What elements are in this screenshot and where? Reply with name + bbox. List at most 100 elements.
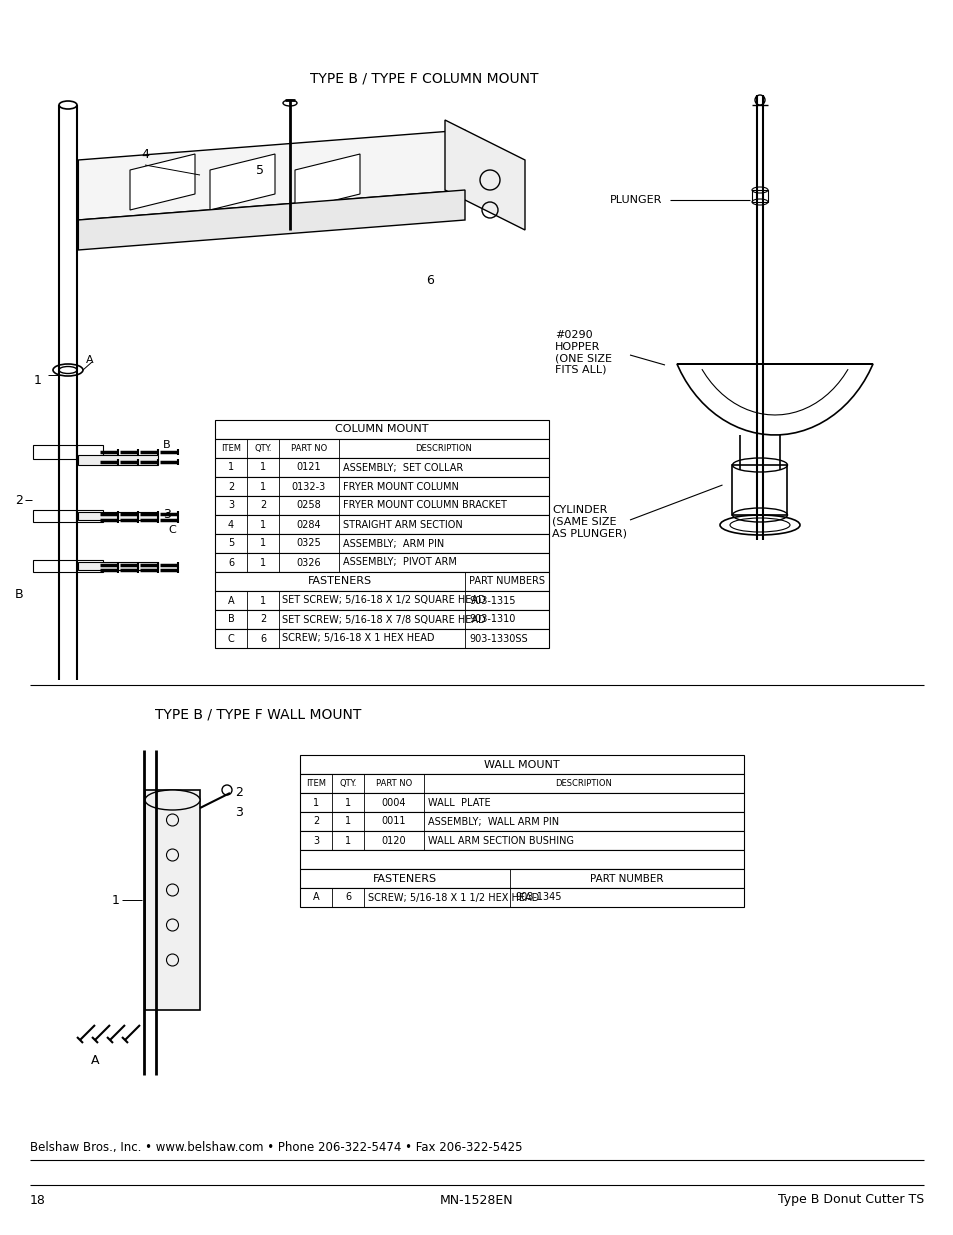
Polygon shape bbox=[677, 364, 872, 435]
Bar bbox=[33, 510, 103, 522]
Text: ASSEMBLY;  WALL ARM PIN: ASSEMBLY; WALL ARM PIN bbox=[428, 816, 558, 826]
Text: 1: 1 bbox=[34, 373, 42, 387]
Bar bbox=[214, 477, 548, 496]
Text: 1: 1 bbox=[345, 816, 351, 826]
Text: 18: 18 bbox=[30, 1193, 46, 1207]
Text: 3: 3 bbox=[313, 836, 318, 846]
Text: 1: 1 bbox=[345, 798, 351, 808]
Bar bbox=[145, 790, 200, 1010]
Text: 5: 5 bbox=[255, 163, 264, 177]
Text: 6: 6 bbox=[426, 273, 434, 287]
Bar bbox=[299, 755, 743, 774]
Text: ITEM: ITEM bbox=[221, 445, 241, 453]
Bar bbox=[299, 811, 743, 831]
Text: 1: 1 bbox=[259, 482, 266, 492]
Text: A: A bbox=[228, 595, 234, 605]
Bar bbox=[214, 592, 548, 610]
Text: TYPE B / TYPE F WALL MOUNT: TYPE B / TYPE F WALL MOUNT bbox=[154, 708, 361, 722]
Bar bbox=[78, 562, 158, 571]
Text: COLUMN MOUNT: COLUMN MOUNT bbox=[335, 425, 428, 435]
Bar bbox=[214, 438, 548, 458]
Bar bbox=[299, 869, 743, 888]
Bar bbox=[751, 190, 767, 203]
Text: 5: 5 bbox=[228, 538, 233, 548]
Text: STRAIGHT ARM SECTION: STRAIGHT ARM SECTION bbox=[343, 520, 462, 530]
Text: 0325: 0325 bbox=[296, 538, 321, 548]
Text: 903-1315: 903-1315 bbox=[469, 595, 515, 605]
Text: QTY.: QTY. bbox=[254, 445, 272, 453]
Text: 2: 2 bbox=[259, 500, 266, 510]
Text: PLUNGER: PLUNGER bbox=[609, 195, 661, 205]
Bar bbox=[33, 445, 103, 459]
Bar bbox=[78, 454, 158, 466]
Text: SET SCREW; 5/16-18 X 7/8 SQUARE HEAD: SET SCREW; 5/16-18 X 7/8 SQUARE HEAD bbox=[282, 615, 485, 625]
Bar bbox=[214, 572, 548, 592]
Text: C: C bbox=[168, 525, 175, 535]
Bar bbox=[214, 610, 548, 629]
Text: B: B bbox=[163, 440, 171, 450]
Text: PART NO: PART NO bbox=[375, 779, 412, 788]
Bar bbox=[214, 496, 548, 515]
Text: 1: 1 bbox=[345, 836, 351, 846]
Polygon shape bbox=[294, 154, 359, 210]
Text: WALL MOUNT: WALL MOUNT bbox=[484, 760, 559, 769]
Text: 0132-3: 0132-3 bbox=[292, 482, 326, 492]
Text: 0120: 0120 bbox=[381, 836, 406, 846]
Polygon shape bbox=[78, 190, 464, 249]
Text: Belshaw Bros., Inc. • www.belshaw.com • Phone 206-322-5474 • Fax 206-322-5425: Belshaw Bros., Inc. • www.belshaw.com • … bbox=[30, 1141, 522, 1155]
Text: MN-1528EN: MN-1528EN bbox=[439, 1193, 514, 1207]
Text: 903-1345: 903-1345 bbox=[515, 893, 561, 903]
Bar bbox=[214, 458, 548, 477]
Bar bbox=[299, 831, 743, 850]
Text: TYPE B / TYPE F COLUMN MOUNT: TYPE B / TYPE F COLUMN MOUNT bbox=[310, 70, 537, 85]
Text: 2: 2 bbox=[234, 787, 243, 799]
Bar bbox=[732, 466, 786, 515]
Text: 0004: 0004 bbox=[381, 798, 406, 808]
Text: 6: 6 bbox=[345, 893, 351, 903]
Text: SET SCREW; 5/16-18 X 1/2 SQUARE HEAD: SET SCREW; 5/16-18 X 1/2 SQUARE HEAD bbox=[282, 595, 485, 605]
Text: FASTENERS: FASTENERS bbox=[373, 873, 436, 883]
Text: PART NUMBERS: PART NUMBERS bbox=[469, 577, 544, 587]
Bar bbox=[214, 515, 548, 534]
Text: 0258: 0258 bbox=[296, 500, 321, 510]
Text: 4: 4 bbox=[228, 520, 233, 530]
Bar bbox=[299, 793, 743, 811]
Text: A: A bbox=[91, 1053, 99, 1067]
Text: CYLINDER
(SAME SIZE
AS PLUNGER): CYLINDER (SAME SIZE AS PLUNGER) bbox=[552, 505, 626, 538]
Bar bbox=[214, 420, 548, 438]
Text: 1: 1 bbox=[259, 462, 266, 473]
Bar bbox=[33, 559, 103, 572]
Text: 903-1330SS: 903-1330SS bbox=[469, 634, 527, 643]
Bar bbox=[214, 534, 548, 553]
Text: Type B Donut Cutter TS: Type B Donut Cutter TS bbox=[777, 1193, 923, 1207]
Text: DESCRIPTION: DESCRIPTION bbox=[416, 445, 472, 453]
Text: ASSEMBLY;  ARM PIN: ASSEMBLY; ARM PIN bbox=[343, 538, 444, 548]
Text: 4: 4 bbox=[141, 148, 149, 162]
Bar bbox=[78, 513, 158, 520]
Text: PART NO: PART NO bbox=[291, 445, 327, 453]
Polygon shape bbox=[130, 154, 194, 210]
Text: QTY.: QTY. bbox=[339, 779, 356, 788]
Text: 3: 3 bbox=[228, 500, 233, 510]
Bar bbox=[299, 888, 743, 906]
Text: 1: 1 bbox=[313, 798, 318, 808]
Text: 2: 2 bbox=[15, 494, 23, 506]
Text: 0011: 0011 bbox=[381, 816, 406, 826]
Text: ASSEMBLY;  PIVOT ARM: ASSEMBLY; PIVOT ARM bbox=[343, 557, 456, 568]
Text: 6: 6 bbox=[228, 557, 233, 568]
Ellipse shape bbox=[145, 790, 200, 810]
Text: 2: 2 bbox=[259, 615, 266, 625]
Text: WALL ARM SECTION BUSHING: WALL ARM SECTION BUSHING bbox=[428, 836, 574, 846]
Text: ITEM: ITEM bbox=[306, 779, 326, 788]
Text: DESCRIPTION: DESCRIPTION bbox=[555, 779, 612, 788]
Text: 0326: 0326 bbox=[296, 557, 321, 568]
Text: A: A bbox=[86, 354, 93, 366]
Text: 1: 1 bbox=[259, 538, 266, 548]
Text: 6: 6 bbox=[259, 634, 266, 643]
Text: 1: 1 bbox=[228, 462, 233, 473]
Text: B: B bbox=[14, 589, 23, 601]
Polygon shape bbox=[78, 130, 464, 220]
Text: 1: 1 bbox=[259, 595, 266, 605]
Text: 1: 1 bbox=[259, 557, 266, 568]
Text: 0284: 0284 bbox=[296, 520, 321, 530]
